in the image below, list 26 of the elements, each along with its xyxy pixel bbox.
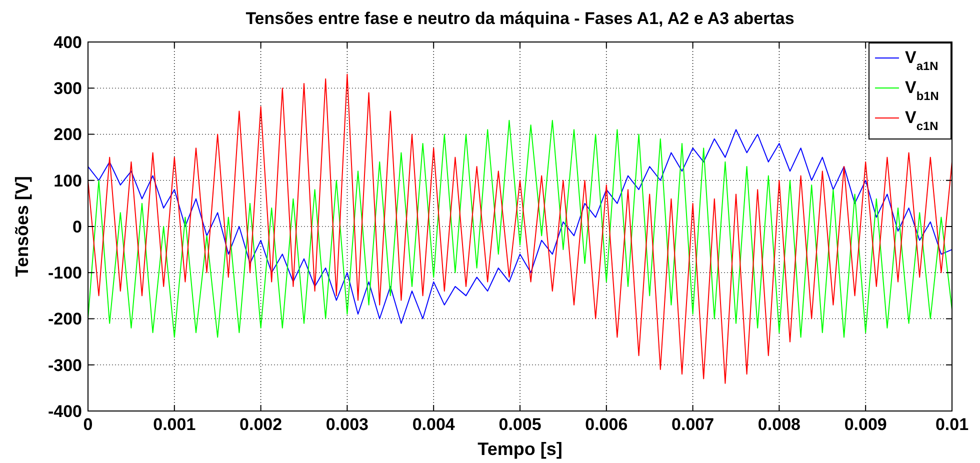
- legend-label: V$_{b1N}$: [905, 78, 939, 103]
- x-tick-label: 0.009: [844, 415, 887, 434]
- legend-label: V$_{c1N}$: [905, 108, 938, 133]
- y-tick-label: -400: [48, 402, 82, 421]
- x-tick-label: 0.008: [758, 415, 800, 434]
- x-axis-title: Tempo [s]: [478, 439, 562, 459]
- x-tick-label: 0.006: [585, 415, 628, 434]
- y-tick-label: 400: [54, 32, 82, 52]
- y-tick-label: -100: [48, 264, 82, 283]
- y-tick-label: 0: [72, 217, 82, 236]
- x-tick-label: 0.007: [672, 415, 714, 434]
- x-tick-label: 0.004: [412, 415, 456, 434]
- legend-label: V$_{a1N}$: [905, 48, 938, 73]
- x-tick-label: 0.005: [498, 415, 542, 434]
- y-tick-label: 100: [54, 171, 82, 190]
- x-tick-label: 0.001: [153, 415, 196, 434]
- y-axis-title: Tensões [V]: [12, 176, 32, 277]
- y-tick-label: 300: [54, 79, 82, 98]
- line-series: [88, 74, 952, 384]
- x-tick-label: 0.002: [240, 415, 282, 434]
- y-tick-label: -300: [48, 356, 82, 375]
- x-tick-label: 0.01: [935, 415, 969, 434]
- x-tick-label: 0.003: [326, 415, 368, 434]
- y-tick-label: 200: [54, 125, 82, 144]
- chart-title: Tensões entre fase e neutro da máquina - Fases A1, A2 e A3 abertas: [246, 9, 794, 28]
- y-tick-label: -200: [48, 310, 82, 329]
